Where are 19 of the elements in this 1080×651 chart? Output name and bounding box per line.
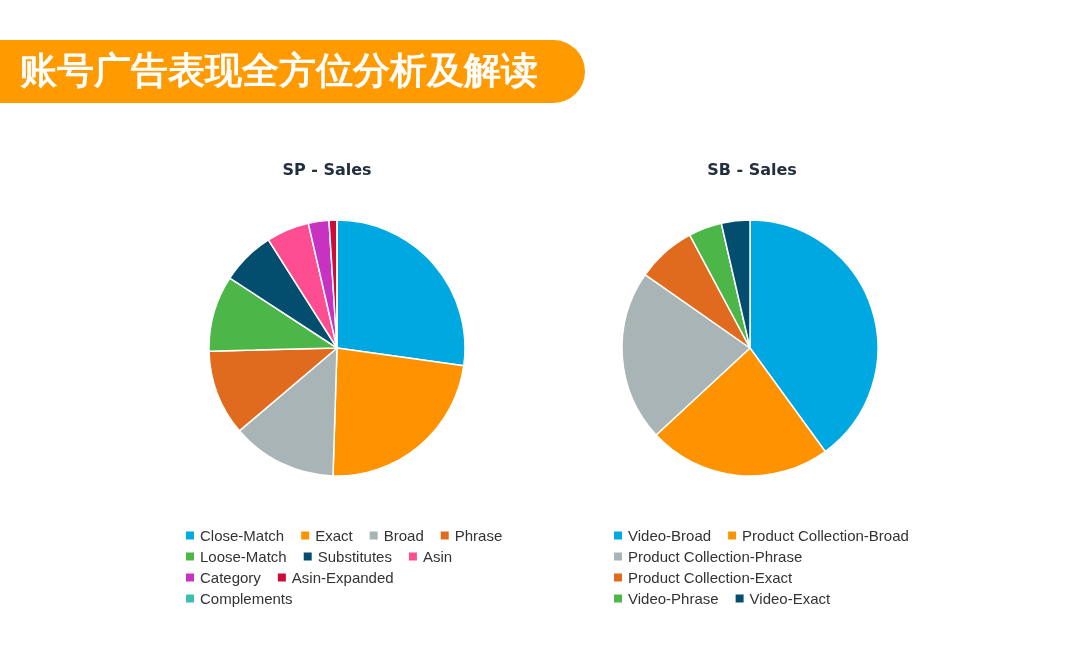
chart-title: SB - Sales bbox=[707, 159, 797, 179]
legend-label: Product Collection-Exact bbox=[628, 569, 794, 586]
legend-label: Substitutes bbox=[317, 548, 392, 565]
legend-label: Broad bbox=[383, 527, 424, 544]
legend-label: Asin-Expanded bbox=[291, 569, 394, 586]
legend-label: Phrase bbox=[454, 527, 503, 544]
chart-title: SP - Sales bbox=[282, 159, 372, 179]
legend-label: Product Collection-Phrase bbox=[628, 548, 803, 565]
text: 账号广告表现全方位分析及解读 bbox=[20, 49, 538, 93]
legend-label: Category bbox=[200, 569, 262, 586]
legend-label: Asin bbox=[422, 548, 453, 565]
legend-label: Product Collection-Broad bbox=[742, 527, 909, 544]
legend-label: Video-Phrase bbox=[628, 590, 719, 607]
legend-label: Video-Broad bbox=[628, 527, 712, 544]
legend-label: Video-Exact bbox=[749, 590, 832, 607]
legend-label: Complements bbox=[200, 590, 293, 607]
legend-label: Close-Match bbox=[200, 527, 285, 544]
legend-label: Loose-Match bbox=[200, 548, 287, 565]
legend-label: Exact bbox=[315, 527, 354, 544]
